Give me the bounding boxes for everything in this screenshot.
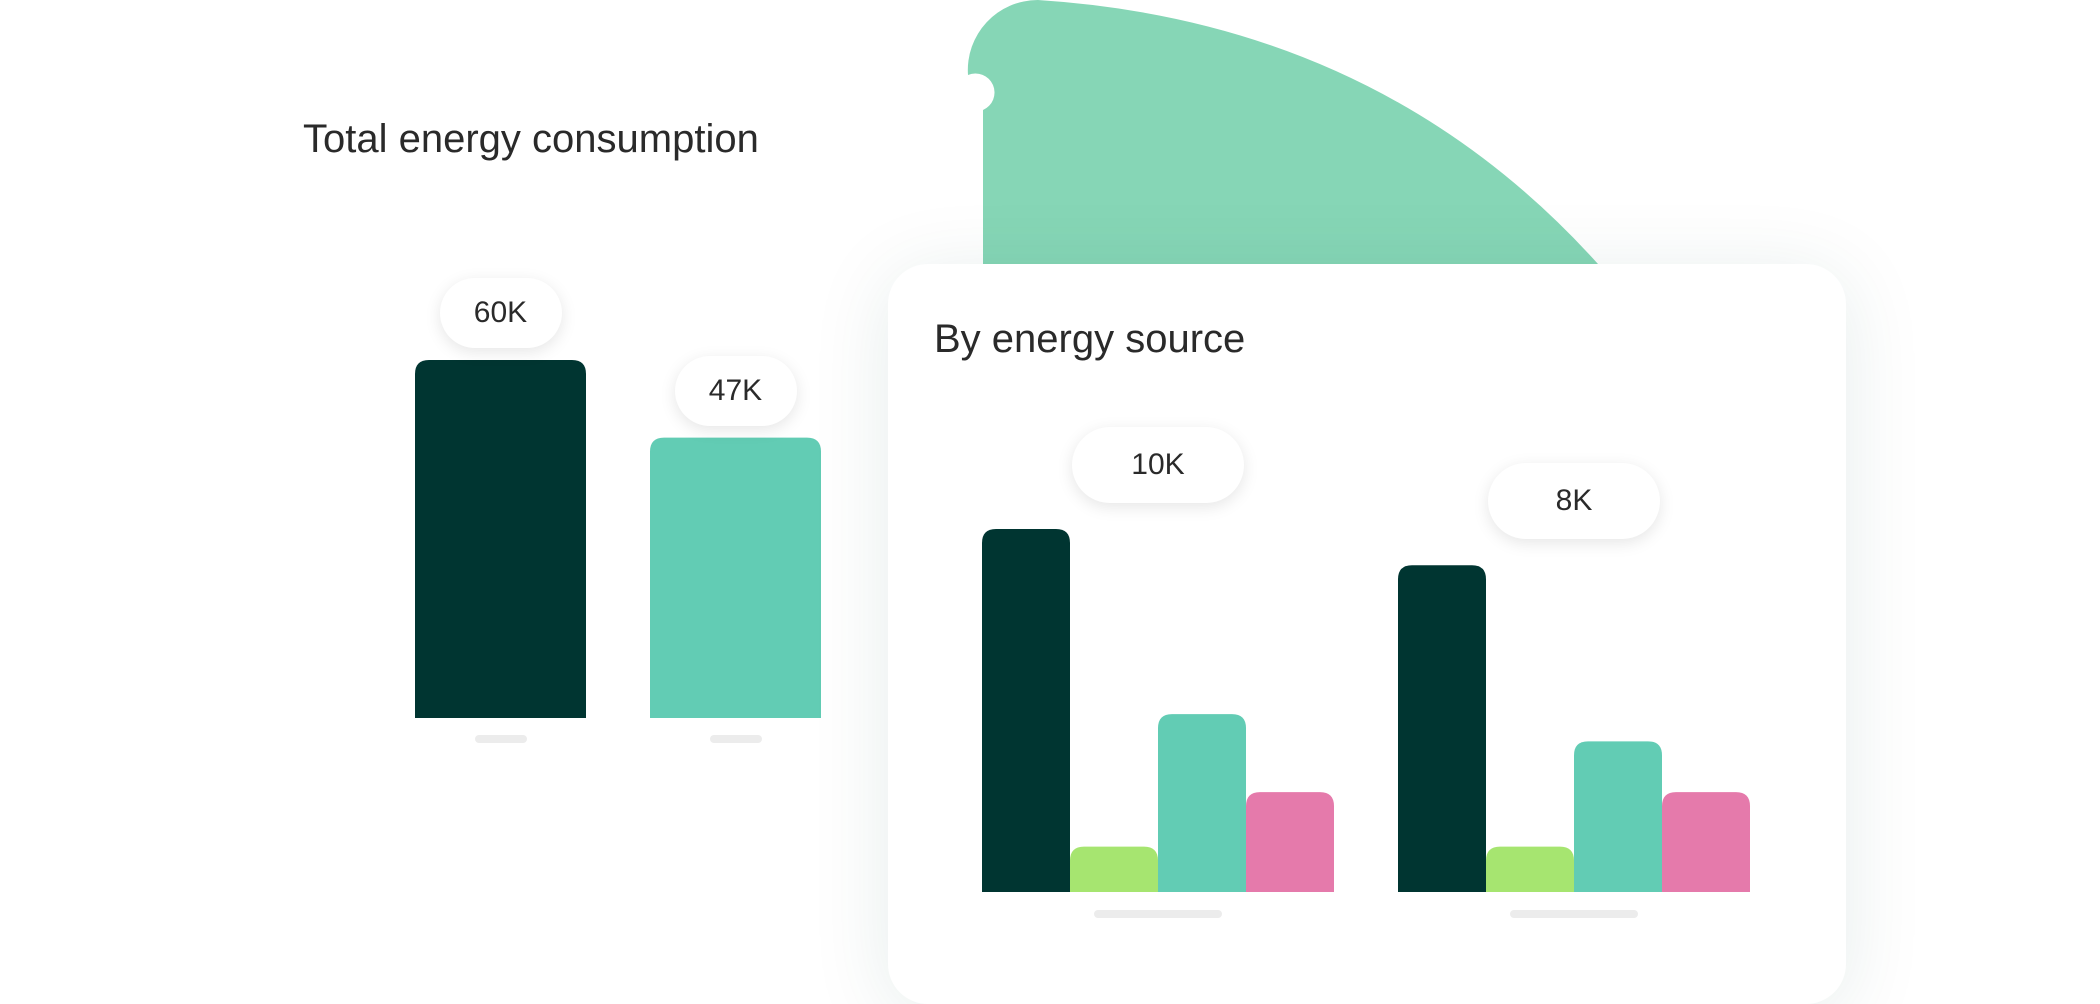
group-value-label-1: 10K bbox=[1072, 427, 1244, 503]
value-label-1: 60K bbox=[439, 278, 562, 348]
x-axis-tick-2 bbox=[709, 735, 762, 743]
x-axis-tick-group-2 bbox=[1510, 910, 1638, 918]
value-label-2: 47K bbox=[674, 355, 797, 426]
source-bar-g2-s4 bbox=[1662, 792, 1750, 892]
total-chart-bars bbox=[415, 360, 821, 718]
decorative-green-shape-path bbox=[967, 0, 1598, 264]
source-bar-g1-s2 bbox=[1070, 846, 1158, 892]
total-bar-1 bbox=[415, 360, 586, 718]
source-bar-g1-s4 bbox=[1246, 792, 1334, 892]
source-bar-g2-s1 bbox=[1398, 565, 1486, 892]
source-bar-g1-s3 bbox=[1158, 714, 1246, 892]
source-bar-g2-s3 bbox=[1574, 741, 1662, 892]
energy-source-card: By energy source 10K 8K bbox=[888, 264, 1846, 1004]
total-bar-2 bbox=[650, 437, 821, 718]
chart-title-by-source: By energy source bbox=[934, 317, 1246, 361]
decorative-green-shape bbox=[967, 0, 1598, 264]
x-axis-tick-group-1 bbox=[1094, 910, 1222, 918]
chart-title-total: Total energy consumption bbox=[303, 117, 759, 161]
source-bar-g2-s2 bbox=[1486, 846, 1574, 892]
source-chart-bars bbox=[982, 529, 1750, 892]
x-axis-tick-1 bbox=[474, 735, 527, 743]
group-value-label-2: 8K bbox=[1488, 463, 1660, 540]
source-bar-g1-s1 bbox=[982, 529, 1070, 892]
